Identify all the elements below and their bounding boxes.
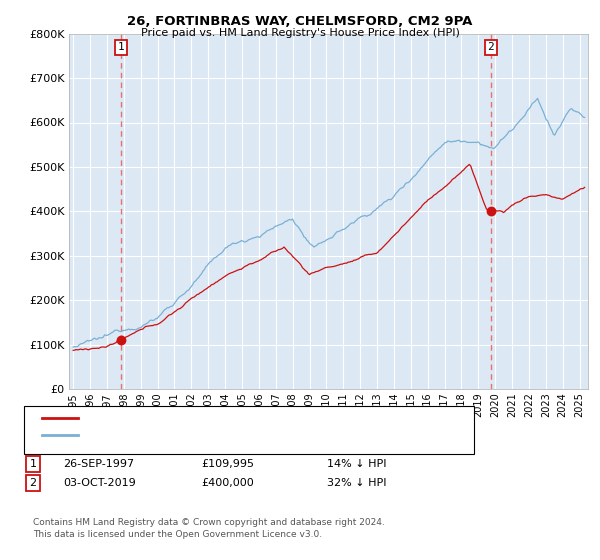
Text: 14% ↓ HPI: 14% ↓ HPI (327, 459, 386, 469)
Text: 1: 1 (29, 459, 37, 469)
Text: 2: 2 (29, 478, 37, 488)
Text: 1: 1 (118, 43, 124, 53)
Text: Price paid vs. HM Land Registry's House Price Index (HPI): Price paid vs. HM Land Registry's House … (140, 28, 460, 38)
Point (486, 207, 496, 216)
Text: £400,000: £400,000 (201, 478, 254, 488)
Point (116, 336, 126, 345)
Text: 32% ↓ HPI: 32% ↓ HPI (327, 478, 386, 488)
Text: 26-SEP-1997: 26-SEP-1997 (63, 459, 134, 469)
Text: 03-OCT-2019: 03-OCT-2019 (63, 478, 136, 488)
Text: 2: 2 (488, 43, 494, 53)
Text: Contains HM Land Registry data © Crown copyright and database right 2024.
This d: Contains HM Land Registry data © Crown c… (33, 518, 385, 539)
Text: 26, FORTINBRAS WAY, CHELMSFORD, CM2 9PA: 26, FORTINBRAS WAY, CHELMSFORD, CM2 9PA (127, 15, 473, 28)
Text: HPI: Average price, detached house, Chelmsford: HPI: Average price, detached house, Chel… (84, 428, 337, 438)
Text: 26, FORTINBRAS WAY, CHELMSFORD, CM2 9PA (detached house): 26, FORTINBRAS WAY, CHELMSFORD, CM2 9PA … (84, 412, 420, 422)
Text: £109,995: £109,995 (201, 459, 254, 469)
